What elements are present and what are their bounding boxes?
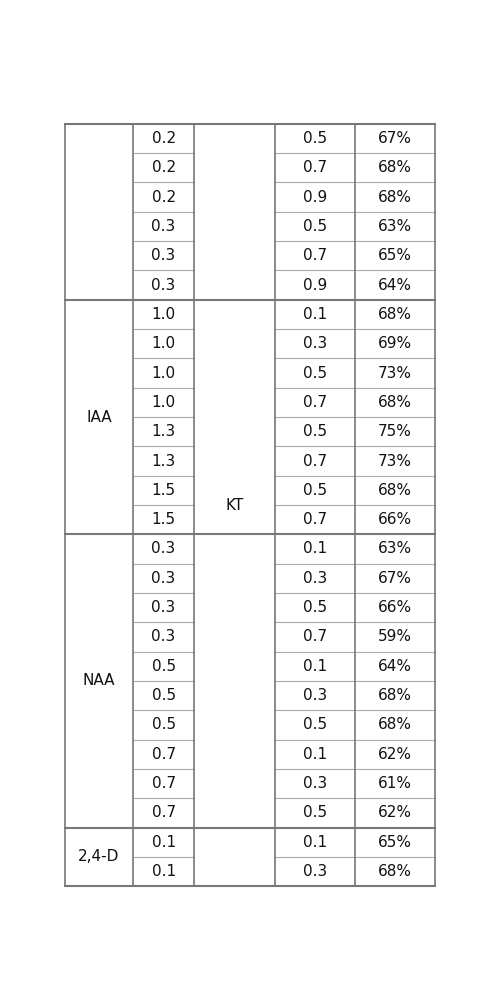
Text: 0.3: 0.3 <box>151 248 176 263</box>
Text: 0.1: 0.1 <box>303 659 327 674</box>
Text: 0.7: 0.7 <box>303 160 327 175</box>
Text: 0.7: 0.7 <box>151 776 176 791</box>
Text: 0.3: 0.3 <box>151 629 176 644</box>
Text: 62%: 62% <box>378 747 412 762</box>
Text: 0.7: 0.7 <box>151 747 176 762</box>
Text: 61%: 61% <box>378 776 412 791</box>
Text: 62%: 62% <box>378 805 412 820</box>
Text: 0.2: 0.2 <box>151 160 176 175</box>
Text: 0.1: 0.1 <box>303 747 327 762</box>
Text: 65%: 65% <box>378 248 412 263</box>
Text: 64%: 64% <box>378 278 412 293</box>
Text: 0.3: 0.3 <box>303 776 327 791</box>
Text: 0.3: 0.3 <box>303 688 327 703</box>
Text: 0.1: 0.1 <box>303 307 327 322</box>
Text: 0.5: 0.5 <box>303 600 327 615</box>
Text: 0.5: 0.5 <box>151 717 176 732</box>
Text: 68%: 68% <box>378 864 412 879</box>
Text: 59%: 59% <box>378 629 412 644</box>
Text: 0.3: 0.3 <box>303 864 327 879</box>
Text: 0.1: 0.1 <box>303 541 327 556</box>
Text: 0.7: 0.7 <box>303 512 327 527</box>
Text: 0.5: 0.5 <box>303 131 327 146</box>
Text: 1.3: 1.3 <box>151 424 176 439</box>
Text: 0.5: 0.5 <box>151 659 176 674</box>
Text: 68%: 68% <box>378 395 412 410</box>
Text: 0.3: 0.3 <box>151 541 176 556</box>
Text: 68%: 68% <box>378 483 412 498</box>
Text: 0.7: 0.7 <box>151 805 176 820</box>
Text: 0.7: 0.7 <box>303 395 327 410</box>
Text: 0.5: 0.5 <box>303 424 327 439</box>
Text: 0.3: 0.3 <box>151 571 176 586</box>
Text: 73%: 73% <box>378 454 412 469</box>
Text: 1.0: 1.0 <box>151 366 176 381</box>
Text: 64%: 64% <box>378 659 412 674</box>
Text: 1.3: 1.3 <box>151 454 176 469</box>
Text: 73%: 73% <box>378 366 412 381</box>
Text: 63%: 63% <box>378 219 412 234</box>
Text: 0.3: 0.3 <box>151 278 176 293</box>
Text: 1.5: 1.5 <box>151 483 176 498</box>
Text: 1.5: 1.5 <box>151 512 176 527</box>
Text: 0.2: 0.2 <box>151 190 176 205</box>
Text: 0.7: 0.7 <box>303 248 327 263</box>
Text: 75%: 75% <box>378 424 412 439</box>
Text: 2,4-D: 2,4-D <box>78 849 119 864</box>
Text: 0.3: 0.3 <box>303 571 327 586</box>
Text: 68%: 68% <box>378 688 412 703</box>
Text: 68%: 68% <box>378 307 412 322</box>
Text: 1.0: 1.0 <box>151 395 176 410</box>
Text: 0.5: 0.5 <box>303 805 327 820</box>
Text: 67%: 67% <box>378 131 412 146</box>
Text: NAA: NAA <box>83 673 115 688</box>
Text: 0.3: 0.3 <box>151 219 176 234</box>
Text: 0.5: 0.5 <box>303 483 327 498</box>
Text: 0.5: 0.5 <box>303 366 327 381</box>
Text: 0.9: 0.9 <box>303 190 327 205</box>
Text: 0.3: 0.3 <box>151 600 176 615</box>
Text: 65%: 65% <box>378 835 412 850</box>
Text: 0.5: 0.5 <box>151 688 176 703</box>
Text: 0.5: 0.5 <box>303 219 327 234</box>
Text: 66%: 66% <box>378 512 412 527</box>
Text: 1.0: 1.0 <box>151 336 176 351</box>
Text: 0.9: 0.9 <box>303 278 327 293</box>
Text: 0.1: 0.1 <box>151 835 176 850</box>
Text: 66%: 66% <box>378 600 412 615</box>
Text: 67%: 67% <box>378 571 412 586</box>
Text: 0.1: 0.1 <box>151 864 176 879</box>
Text: 68%: 68% <box>378 717 412 732</box>
Text: 0.3: 0.3 <box>303 336 327 351</box>
Text: 69%: 69% <box>378 336 412 351</box>
Text: KT: KT <box>225 497 244 512</box>
Text: IAA: IAA <box>86 410 112 425</box>
Text: 0.2: 0.2 <box>151 131 176 146</box>
Text: 1.0: 1.0 <box>151 307 176 322</box>
Text: 68%: 68% <box>378 160 412 175</box>
Text: 63%: 63% <box>378 541 412 556</box>
Text: 68%: 68% <box>378 190 412 205</box>
Text: 0.5: 0.5 <box>303 717 327 732</box>
Text: 0.7: 0.7 <box>303 454 327 469</box>
Text: 0.1: 0.1 <box>303 835 327 850</box>
Text: 0.7: 0.7 <box>303 629 327 644</box>
